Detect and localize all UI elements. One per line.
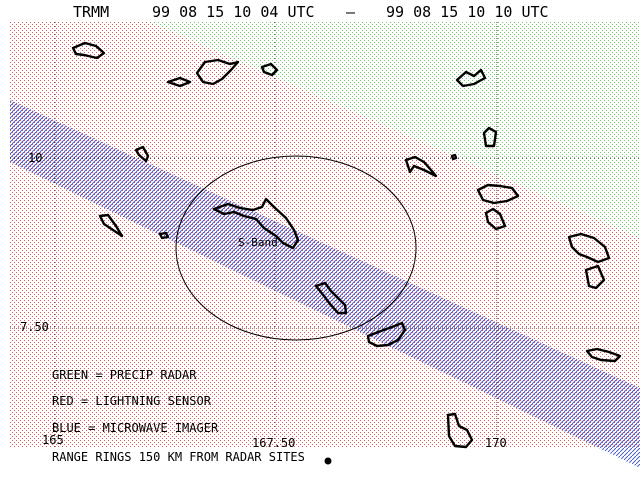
radar-site-marker — [324, 457, 332, 465]
island — [567, 232, 611, 264]
island — [314, 281, 348, 315]
island — [166, 76, 192, 88]
lon-label-167-50: 167.50 — [252, 436, 295, 450]
legend-lightning-sensor: RED = LIGHTNING SENSOR — [52, 394, 212, 408]
island — [366, 321, 407, 348]
island — [455, 68, 487, 88]
start-time: 99 08 15 10 04 UTC — [152, 3, 315, 21]
island — [260, 62, 279, 77]
range-ring — [175, 155, 417, 341]
time-separator: – — [346, 3, 356, 21]
island — [585, 347, 622, 363]
island — [195, 58, 240, 86]
legend-microwave-imager: BLUE = MICROWAVE IMAGER — [52, 421, 219, 435]
island — [450, 153, 458, 161]
end-time: 99 08 15 10 10 UTC — [386, 3, 549, 21]
island — [476, 183, 520, 205]
lon-label-165: 165 — [42, 433, 64, 447]
lat-label-10: 10 — [28, 151, 42, 165]
coastlines — [71, 41, 622, 449]
legend-range-rings: RANGE RINGS 150 KM FROM RADAR SITES — [52, 450, 305, 464]
island — [482, 126, 498, 148]
lat-label-7-50: 7.50 — [20, 320, 49, 334]
satellite-label: TRMM — [73, 3, 109, 21]
island — [212, 197, 300, 250]
lon-label-170: 170 — [485, 436, 507, 450]
island — [404, 155, 438, 178]
island — [98, 213, 124, 238]
legend-precip-radar: GREEN = PRECIP RADAR — [52, 368, 197, 382]
island — [484, 207, 507, 231]
island — [71, 41, 106, 60]
island — [584, 264, 606, 290]
island — [446, 412, 474, 449]
island — [134, 145, 150, 163]
island — [158, 231, 170, 240]
radar-site-label: S-Band — [238, 236, 278, 249]
